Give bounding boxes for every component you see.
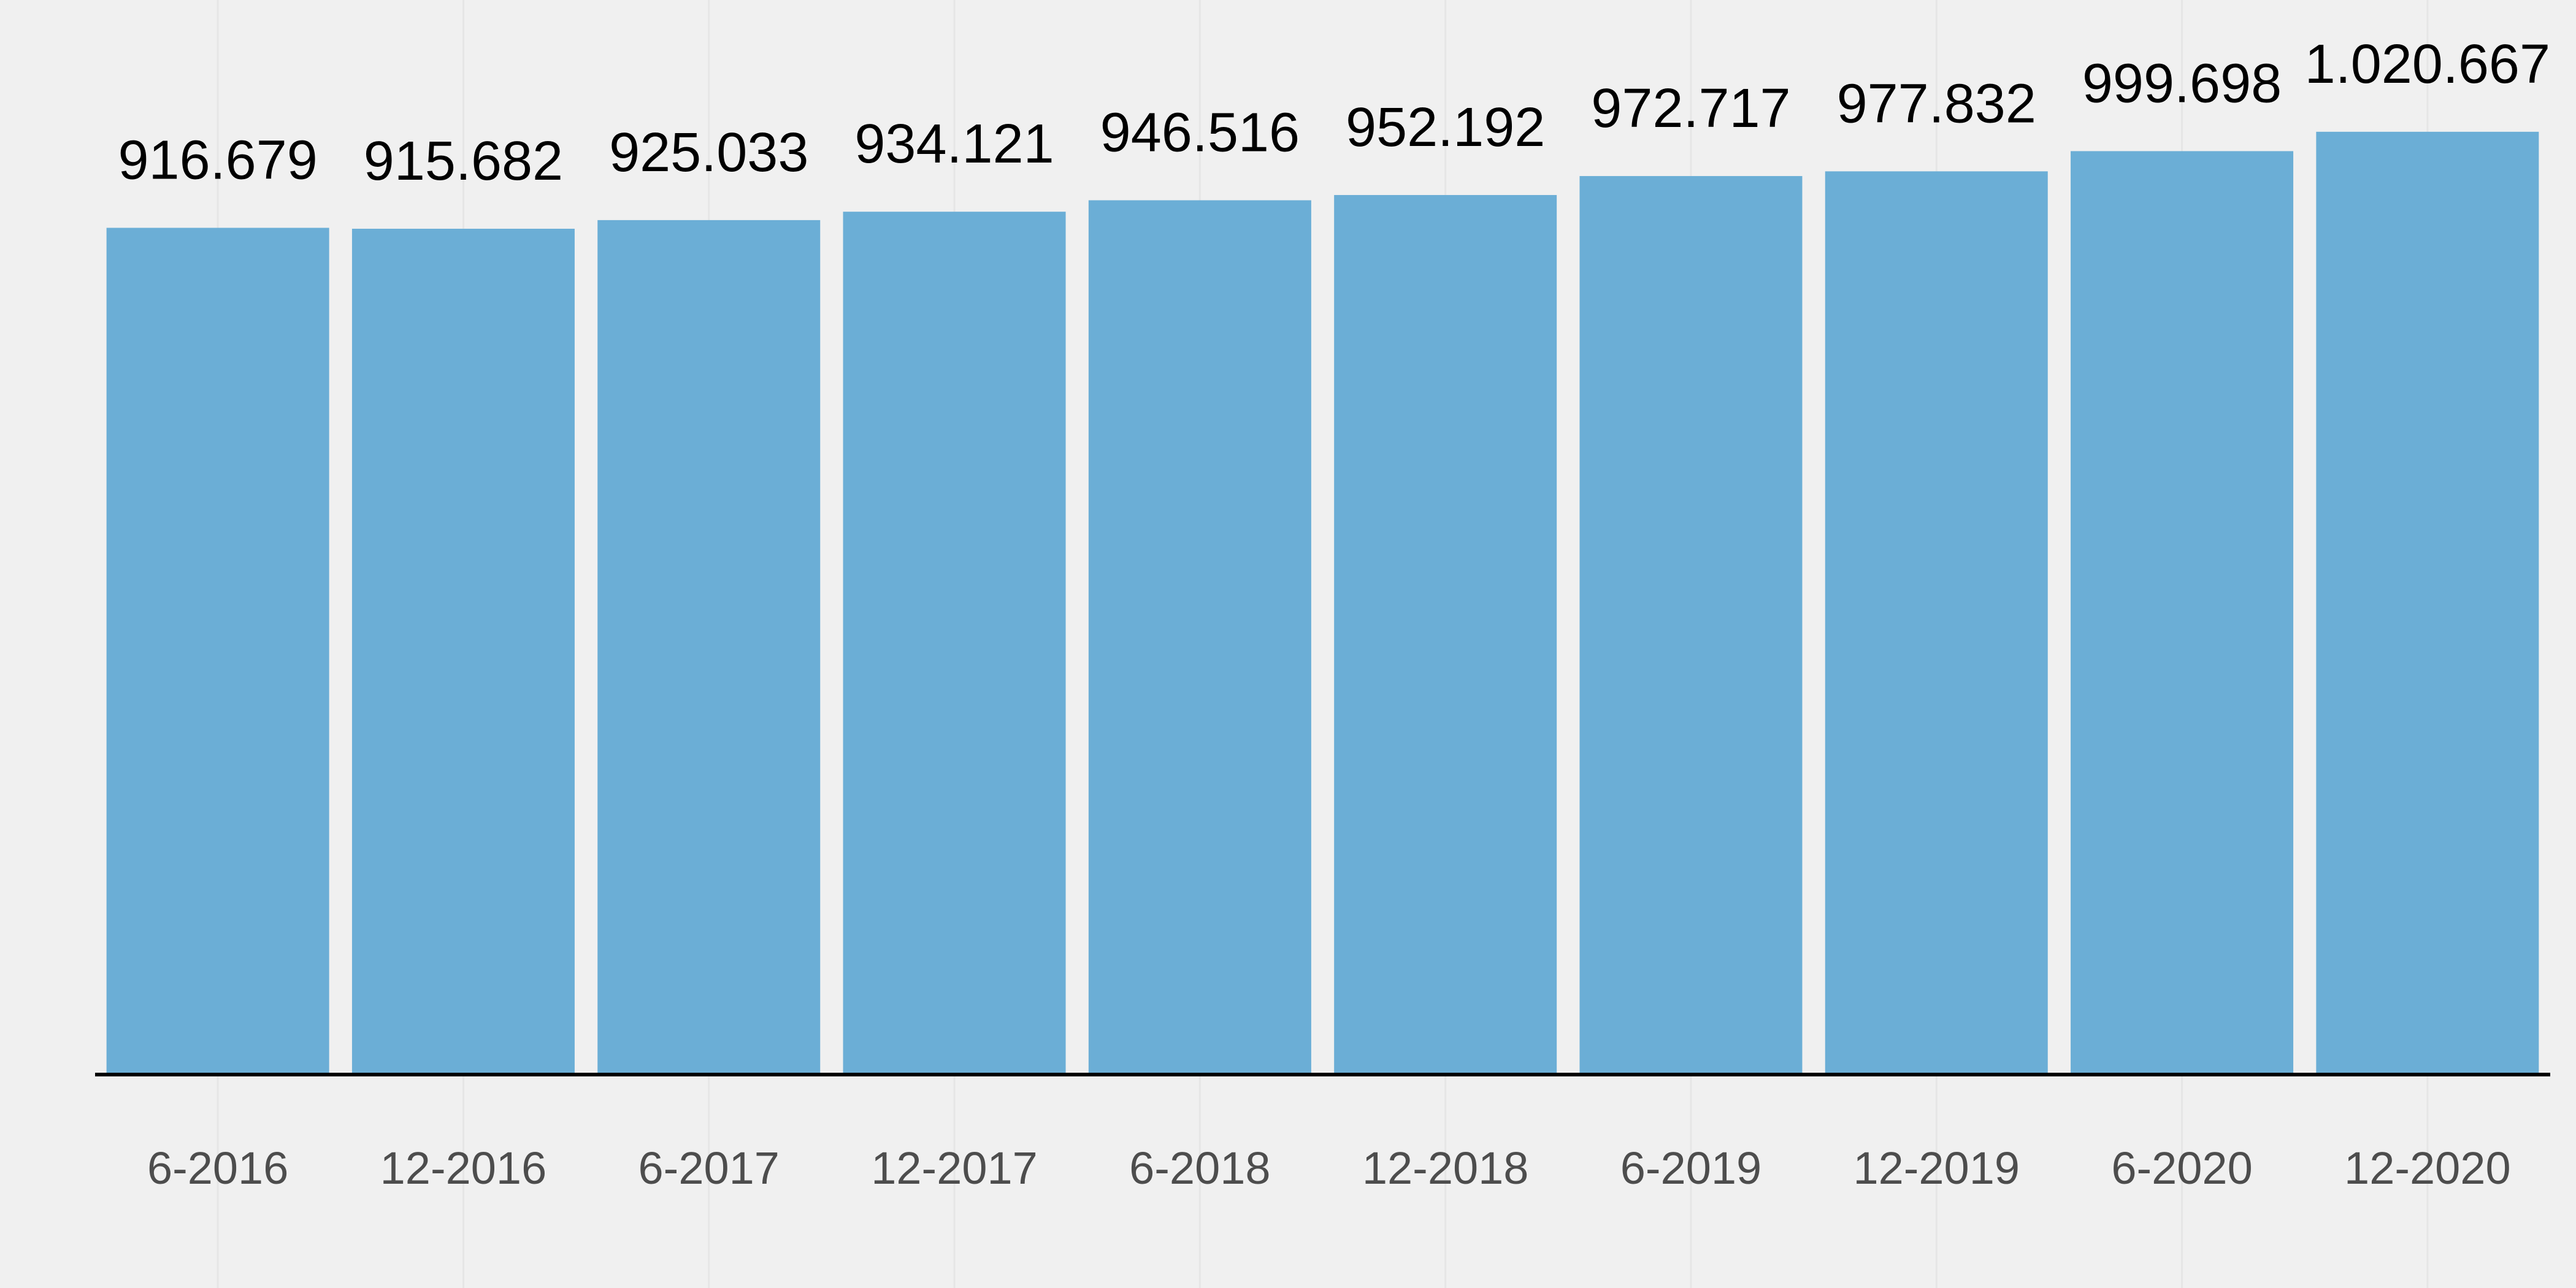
value-label-6-2017: 925.033 [609,122,808,183]
x-tick-label-6-2016: 6-2016 [147,1143,288,1194]
x-tick-label-12-2020: 12-2020 [2344,1143,2511,1194]
value-labels: 916.679 915.682 925.033 934.121 946.516 952.1… [118,34,2550,192]
x-tick-labels: 6-2016 12-2016 6-2017 12-2017 6-2018 12-2018 6… [147,1143,2511,1194]
x-tick-label-12-2016: 12-2016 [380,1143,547,1194]
bar-6-2019 [1579,176,1803,1075]
x-tick-label-12-2019: 12-2019 [1853,1143,2020,1194]
x-tick-label-6-2018: 6-2018 [1129,1143,1270,1194]
value-label-6-2020: 999.698 [2082,53,2282,114]
bar-6-2018 [1088,200,1311,1075]
x-tick-label-6-2017: 6-2017 [638,1143,780,1194]
bar-12-2020 [2316,131,2539,1075]
value-label-12-2019: 977.832 [1837,73,2036,134]
value-label-12-2018: 952.192 [1346,97,1545,158]
x-tick-label-12-2017: 12-2017 [871,1143,1038,1194]
bars [106,131,2539,1075]
bar-12-2017 [843,212,1066,1075]
bar-6-2017 [597,220,821,1075]
x-tick-label-6-2019: 6-2019 [1620,1143,1761,1194]
value-label-12-2020: 1.020.667 [2305,34,2550,95]
value-label-12-2017: 934.121 [854,113,1054,175]
value-label-6-2016: 916.679 [118,129,317,191]
x-tick-label-12-2018: 12-2018 [1362,1143,1529,1194]
x-tick-label-6-2020: 6-2020 [2111,1143,2252,1194]
bar-12-2019 [1825,171,2048,1075]
bar-6-2020 [2071,151,2294,1075]
bar-12-2016 [351,228,575,1075]
value-label-12-2016: 915.682 [364,131,563,192]
value-label-6-2019: 972.717 [1591,78,1790,139]
value-label-6-2018: 946.516 [1100,102,1300,164]
bar-12-2018 [1334,194,1557,1075]
bar-6-2016 [106,228,329,1075]
